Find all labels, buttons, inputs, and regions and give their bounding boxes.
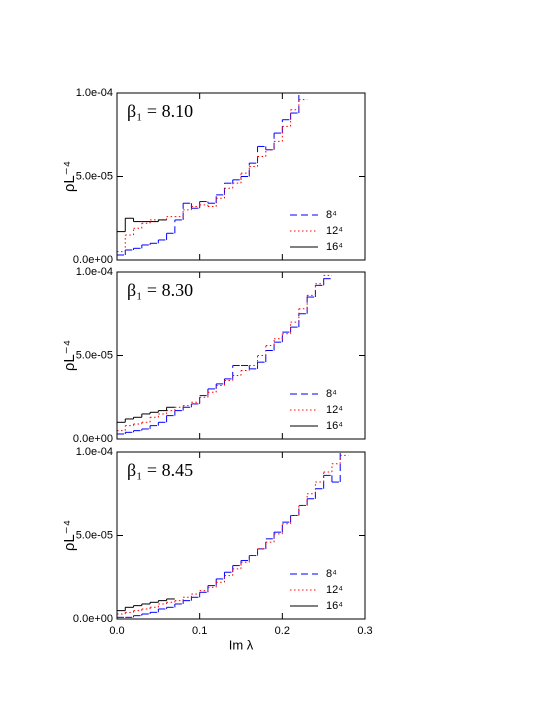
y-axis-label: ρL⁻⁴	[61, 520, 78, 551]
legend-label: 12⁴	[326, 404, 343, 416]
y-tick-label: 5.0e-05	[76, 529, 113, 541]
annotation: β₁ = 8.45	[127, 460, 193, 480]
y-tick-label: 5.0e-05	[76, 170, 113, 182]
y-axis-label: ρL⁻⁴	[61, 340, 78, 371]
legend-label: 8⁴	[326, 388, 337, 400]
annotation: β₁ = 8.30	[127, 280, 193, 300]
y-tick-label: 0.0e+00	[73, 254, 113, 266]
legend-label: 12⁴	[326, 584, 343, 596]
y-tick-label: 1.0e-04	[76, 266, 113, 278]
legend-label: 16⁴	[326, 600, 343, 612]
x-tick-label: 0.0	[109, 625, 124, 637]
x-tick-label: 0.2	[275, 625, 290, 637]
plot-area	[117, 452, 349, 618]
legend-label: 8⁴	[326, 209, 337, 221]
legend-label: 8⁴	[326, 568, 337, 580]
y-tick-label: 5.0e-05	[76, 349, 113, 361]
legend-label: 12⁴	[326, 225, 343, 237]
legend-label: 16⁴	[326, 420, 343, 432]
x-tick-label: 0.1	[192, 625, 207, 637]
plot-area	[117, 93, 308, 256]
x-axis-label: Im λ	[229, 637, 254, 652]
legend-label: 16⁴	[326, 241, 343, 253]
x-tick-label: 0.3	[357, 625, 372, 637]
y-axis-label: ρL⁻⁴	[61, 161, 78, 192]
y-tick-label: 1.0e-04	[76, 87, 113, 99]
plot-area	[117, 274, 332, 435]
y-tick-label: 0.0e+00	[73, 613, 113, 625]
y-tick-label: 0.0e+00	[73, 433, 113, 445]
annotation: β₁ = 8.10	[127, 101, 193, 121]
y-tick-label: 1.0e-04	[76, 446, 113, 458]
